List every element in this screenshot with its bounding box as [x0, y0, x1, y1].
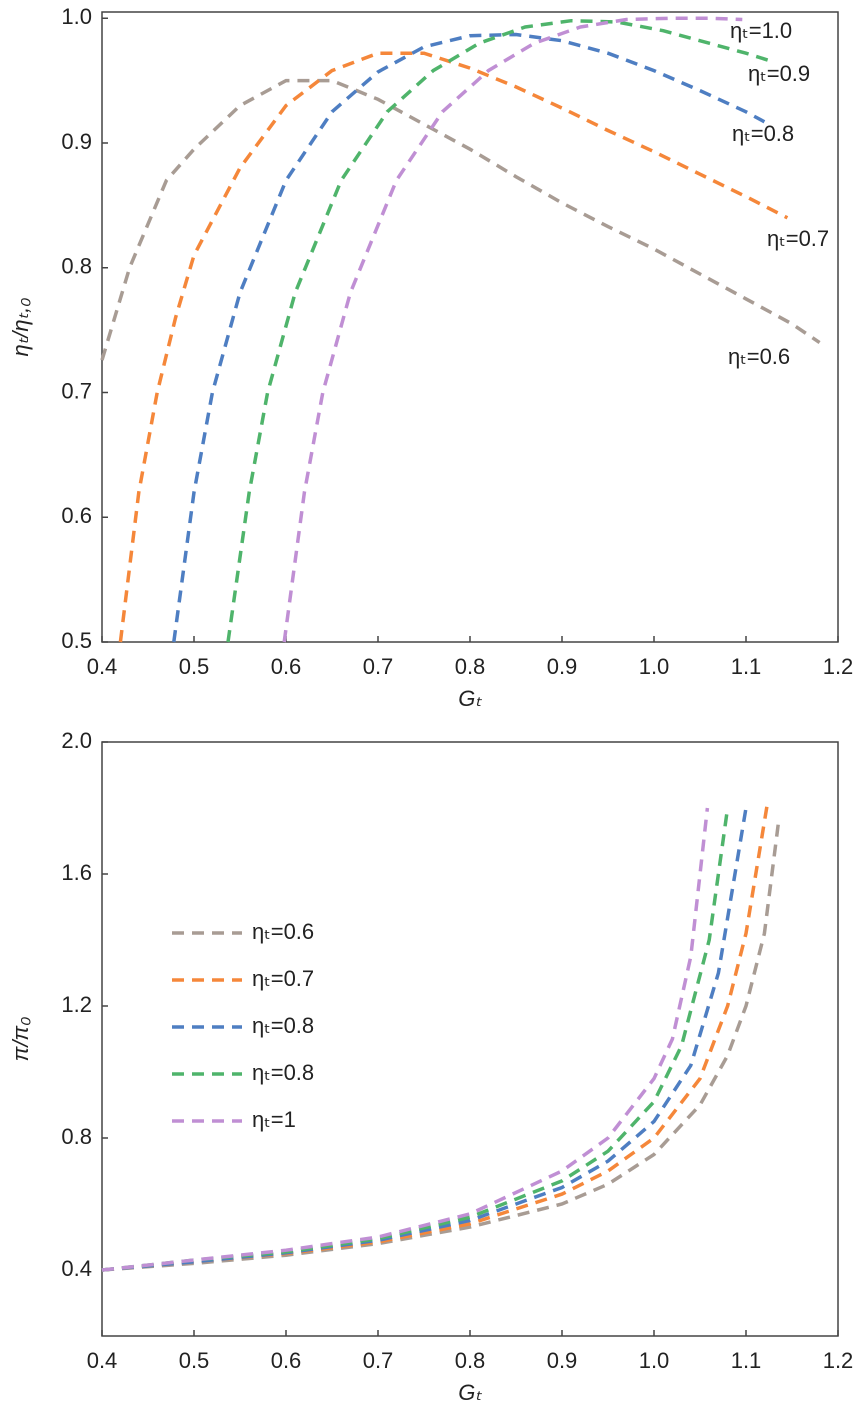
curve-label: ηₜ=1.0	[730, 18, 792, 43]
y-tick-label: 0.9	[61, 129, 92, 154]
series-line	[118, 51, 789, 643]
x-tick-label: 0.8	[455, 1348, 486, 1373]
y-tick-label: 0.5	[61, 628, 92, 653]
y-tick-label: 0.8	[61, 1124, 92, 1149]
y-tick-label: 1.2	[61, 992, 92, 1017]
legend-label: ηₜ=0.8	[252, 1060, 314, 1085]
series-line	[226, 18, 775, 643]
x-tick-label: 1.1	[731, 654, 762, 679]
x-tick-label: 1.1	[731, 1348, 762, 1373]
series-line	[101, 804, 769, 1272]
x-tick-label: 1.0	[639, 1348, 670, 1373]
y-tick-label: 0.7	[61, 378, 92, 403]
x-tick-label: 0.5	[179, 654, 210, 679]
series-line	[101, 824, 780, 1272]
x-tick-label: 0.5	[179, 1348, 210, 1373]
x-tick-label: 0.7	[363, 1348, 394, 1373]
y-tick-label: 1.6	[61, 860, 92, 885]
curve-label: ηₜ=0.6	[728, 344, 790, 369]
x-axis-label: Gₜ	[458, 1380, 482, 1405]
y-axis-label: ηₜ/ηₜ,₀	[8, 298, 33, 357]
x-axis-label: Gₜ	[458, 686, 482, 711]
legend-label: ηₜ=0.7	[252, 966, 314, 991]
y-tick-label: 1.0	[61, 4, 92, 29]
series-line	[172, 32, 766, 643]
y-tick-label: 2.0	[61, 728, 92, 753]
plot-frame	[101, 741, 839, 1337]
x-tick-label: 0.4	[87, 654, 118, 679]
x-tick-label: 0.6	[271, 1348, 302, 1373]
series-line	[100, 78, 821, 361]
x-tick-label: 0.6	[271, 654, 302, 679]
curve-label: ηₜ=0.9	[748, 61, 810, 86]
x-tick-label: 0.9	[547, 654, 578, 679]
x-tick-label: 0.7	[363, 654, 394, 679]
y-tick-label: 0.4	[61, 1256, 92, 1281]
y-tick-label: 0.8	[61, 254, 92, 279]
legend-label: ηₜ=0.6	[252, 919, 314, 944]
y-axis-label: π/π₀	[8, 1017, 33, 1062]
x-tick-label: 1.2	[823, 1348, 853, 1373]
x-tick-label: 0.8	[455, 654, 486, 679]
series-line	[101, 807, 748, 1272]
series-line	[101, 807, 710, 1272]
curve-label: ηₜ=0.7	[767, 226, 829, 251]
legend-label: ηₜ=1	[252, 1107, 296, 1132]
legend-label: ηₜ=0.8	[252, 1013, 314, 1038]
x-tick-label: 1.0	[639, 654, 670, 679]
curve-label: ηₜ=0.8	[732, 121, 794, 146]
y-tick-label: 0.6	[61, 503, 92, 528]
x-tick-label: 1.2	[823, 654, 853, 679]
plot-frame	[101, 11, 839, 643]
series-line	[101, 807, 730, 1272]
series-line	[282, 16, 743, 643]
x-tick-label: 0.9	[547, 1348, 578, 1373]
x-tick-label: 0.4	[87, 1348, 118, 1373]
